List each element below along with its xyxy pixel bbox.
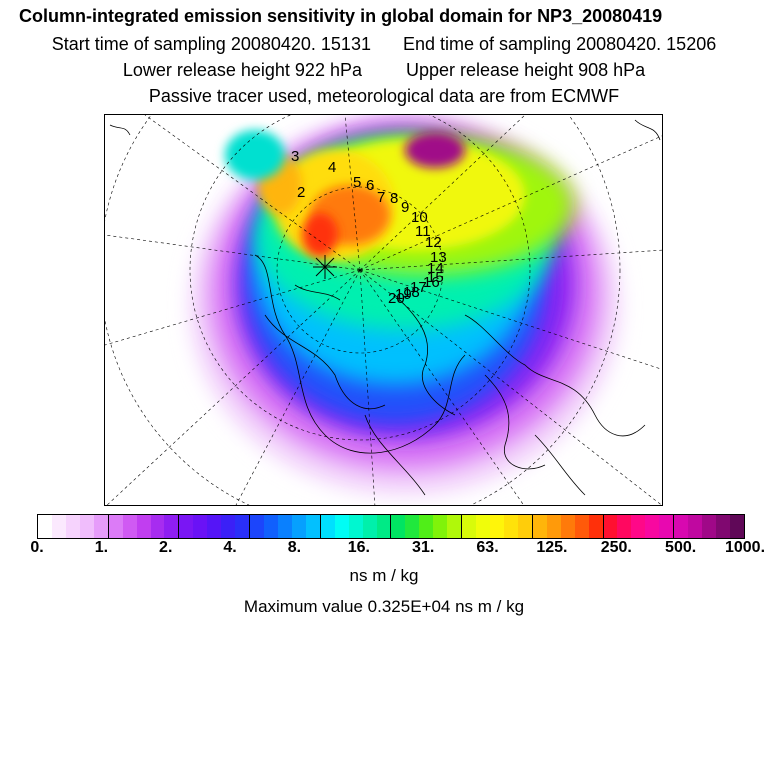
colorbar-tick-label: 16. (347, 539, 370, 556)
colorbar-swatch (391, 515, 406, 538)
sensitivity-field (190, 115, 620, 495)
colorbar-swatch (560, 515, 575, 538)
trajectory-label: 10 (411, 209, 428, 226)
colorbar-swatch (546, 515, 561, 538)
colorbar-swatch (264, 515, 278, 538)
colorbar-swatch (38, 515, 52, 538)
coastlines (109, 119, 661, 496)
sampling-times: Start time of sampling 20080420. 15131 E… (0, 34, 768, 55)
colorbar-swatch (277, 515, 292, 538)
colorbar-swatch (136, 515, 151, 538)
colorbar-tick-label: 4. (223, 539, 237, 556)
colorbar-swatch (574, 515, 589, 538)
sampling-end: End time of sampling 20080420. 15206 (403, 34, 717, 54)
colorbar-swatch (193, 515, 208, 538)
colorbar-tick-label: 1000. (724, 539, 766, 556)
colorbar-swatch (65, 515, 80, 538)
colorbar-swatch (108, 515, 123, 538)
trajectory-label: 8 (390, 190, 398, 207)
colorbar-swatch (588, 515, 604, 538)
colorbar-swatch (79, 515, 94, 538)
release-upper: Upper release height 908 hPa (406, 60, 646, 80)
colorbar-tick-label: 1. (94, 539, 109, 556)
sampling-start: Start time of sampling 20080420. 15131 (51, 34, 371, 54)
trajectory-label: 12 (425, 234, 442, 251)
trajectory-label: 13 (430, 249, 447, 266)
colorbar-swatch (645, 515, 660, 538)
trajectory-label: 20 (388, 290, 405, 307)
trajectory-label: 11 (415, 223, 431, 240)
colorbar-tick-label: 250. (600, 539, 632, 556)
colorbar-swatch (51, 515, 66, 538)
colorbar (37, 514, 745, 539)
colorbar-swatch (517, 515, 533, 538)
colorbar-swatch (164, 515, 180, 538)
tracer-note: Passive tracer used, meteorological data… (148, 86, 620, 106)
trajectory-label: 2 (297, 184, 305, 201)
colorbar-tick-label: 2. (159, 539, 173, 556)
colorbar-swatch (532, 515, 547, 538)
colorbar-swatch (93, 515, 109, 538)
colorbar-swatch (150, 515, 165, 538)
colorbar-swatch (122, 515, 137, 538)
colorbar-swatch (291, 515, 306, 538)
release-lower: Lower release height 922 hPa (122, 60, 362, 80)
trajectory-label: 5 (353, 174, 361, 191)
colorbar-swatch (376, 515, 392, 538)
trajectory-label: 14 (427, 260, 444, 277)
colorbar-tick-label: 8. (287, 539, 302, 556)
trajectory-label: 17 (410, 279, 427, 296)
colorbar-swatch (631, 515, 646, 538)
release-point (313, 255, 337, 279)
colorbar-swatch (617, 515, 632, 538)
plot-title: Column-integrated emission sensitivity i… (19, 6, 663, 26)
colorbar-swatch (207, 515, 222, 538)
trajectory-label: 9 (401, 199, 409, 216)
colorbar-tick-label: 31. (412, 539, 435, 556)
trajectory-label: 15 (427, 269, 444, 286)
colorbar-swatch (476, 515, 490, 538)
colorbar-swatch (659, 515, 675, 538)
colorbar-swatch (490, 515, 504, 538)
colorbar-swatch (716, 515, 730, 538)
colorbar-swatch (221, 515, 236, 538)
colorbar-tick-label: 500. (665, 539, 697, 556)
trajectory-label: 19 (395, 286, 412, 303)
colorbar-swatch (674, 515, 689, 538)
colorbar-swatch (235, 515, 251, 538)
colorbar-swatch (179, 515, 194, 538)
sensitivity-map: 2 3 4 5 6 7 8 9 10 11 12 13 14 15 16 17 18 19 20 (104, 114, 663, 506)
colorbar-swatch (503, 515, 518, 538)
trajectory-label: 18 (403, 284, 420, 301)
colorbar-swatch (447, 515, 463, 538)
maximum-value: Maximum value 0.325E+04 ns m / kg (243, 597, 525, 616)
colorbar-units: ns m / kg (349, 566, 419, 585)
graticule (105, 115, 662, 505)
trajectory-label: 4 (328, 159, 336, 176)
colorbar-swatch (320, 515, 335, 538)
colorbar-swatch (334, 515, 349, 538)
trajectory-label: 7 (377, 189, 385, 206)
colorbar-swatch (348, 515, 363, 538)
trajectory-label: 3 (291, 148, 299, 165)
colorbar-swatch (362, 515, 377, 538)
colorbar-tick-label: 0. (30, 539, 44, 556)
trajectory-label: 6 (366, 177, 374, 194)
colorbar-swatch (405, 515, 420, 538)
colorbar-tick-label: 63. (476, 539, 499, 556)
release-heights: Lower release height 922 hPa Upper relea… (0, 60, 768, 81)
colorbar-swatch (462, 515, 477, 538)
colorbar-swatch (419, 515, 434, 538)
colorbar-swatch (688, 515, 703, 538)
colorbar-swatch (729, 515, 744, 538)
colorbar-tick-label: 125. (536, 539, 568, 556)
trajectory-label: 16 (423, 274, 440, 291)
colorbar-swatch (305, 515, 321, 538)
colorbar-swatch (702, 515, 716, 538)
colorbar-swatch (250, 515, 264, 538)
colorbar-swatch (603, 515, 618, 538)
colorbar-swatch (433, 515, 448, 538)
